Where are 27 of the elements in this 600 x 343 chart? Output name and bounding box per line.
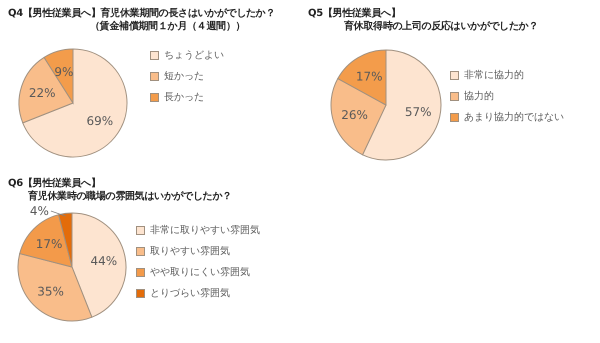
pie-slice <box>22 48 128 158</box>
chart-title: Q4【男性従業員へ】育児休業期間の長さはいかがでしたか？ <box>8 6 276 20</box>
data-label: 4% <box>30 204 49 218</box>
chart-title: Q5【男性従業員へ】 <box>308 6 400 20</box>
data-label: 17% <box>356 70 383 84</box>
data-label: 22% <box>28 86 56 100</box>
data-label: 26% <box>341 108 368 122</box>
legend-label: 長かった <box>164 91 204 104</box>
chart-title: Q6【男性従業員へ】 <box>8 176 100 190</box>
data-label: 69% <box>86 114 114 128</box>
data-label: 9% <box>54 64 74 79</box>
chart-subtitle: 育児休業時の職場の雰囲気はいかがでしたか？ <box>28 189 232 203</box>
legend-label: とりづらい雰囲気 <box>150 287 230 300</box>
legend-label: 非常に協力的 <box>464 68 524 82</box>
legend-label: 非常に取りやすい雰囲気 <box>150 224 260 237</box>
legend-label: ちょうどよい <box>164 49 224 62</box>
data-label: 17% <box>36 237 62 252</box>
data-label: 44% <box>90 254 118 268</box>
legend-label: やや取りにくい雰囲気 <box>150 266 250 279</box>
chart-subtitle: （賃金補償期間１か月（４週間）） <box>90 20 246 33</box>
data-label: 57% <box>404 105 432 120</box>
legend-label: 取りやすい雰囲気 <box>150 245 230 258</box>
data-label: 35% <box>37 284 64 298</box>
legend-label: 協力的 <box>464 90 494 103</box>
legend-label: 短かった <box>164 70 204 83</box>
legend-label: あまり協力的ではない <box>464 110 564 124</box>
chart-subtitle: 育休取得時の上司の反応はいかがでしたか？ <box>344 19 538 33</box>
